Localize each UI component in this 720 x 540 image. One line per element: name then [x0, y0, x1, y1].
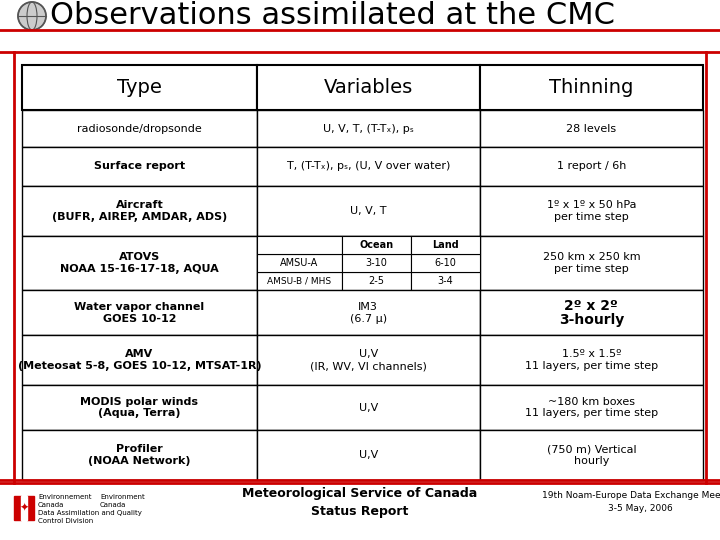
Text: U,V: U,V [359, 403, 378, 413]
Text: Water vapor channel
GOES 10-12: Water vapor channel GOES 10-12 [74, 302, 204, 323]
Bar [257, 335, 480, 385]
Text: 6-10: 6-10 [434, 258, 456, 268]
Bar [480, 65, 703, 110]
Bar [22, 335, 257, 385]
Text: AMSU-A: AMSU-A [280, 258, 318, 268]
Bar [257, 254, 341, 272]
Bar [257, 186, 480, 236]
Bar [480, 186, 703, 236]
Text: Type: Type [117, 78, 162, 97]
Text: Ocean: Ocean [359, 240, 393, 250]
Text: Surface report: Surface report [94, 161, 185, 172]
Bar [257, 236, 480, 291]
Bar [14, 496, 21, 520]
Text: Profiler
(NOAA Network): Profiler (NOAA Network) [89, 444, 191, 466]
Bar [257, 430, 480, 480]
Bar [480, 110, 703, 147]
Text: MODIS polar winds
(Aqua, Terra): MODIS polar winds (Aqua, Terra) [81, 397, 199, 418]
Text: IM3
(6.7 μ): IM3 (6.7 μ) [350, 302, 387, 323]
Bar [22, 291, 257, 335]
Text: U, V, T, (T-Tₓ), pₛ: U, V, T, (T-Tₓ), pₛ [323, 124, 414, 133]
Bar [257, 65, 480, 110]
Bar [341, 236, 410, 254]
Text: 1.5º x 1.5º
11 layers, per time step: 1.5º x 1.5º 11 layers, per time step [525, 349, 658, 371]
Text: Aircraft
(BUFR, AIREP, AMDAR, ADS): Aircraft (BUFR, AIREP, AMDAR, ADS) [52, 200, 227, 221]
Text: ✦: ✦ [19, 503, 29, 513]
Text: ~180 km boxes
11 layers, per time step: ~180 km boxes 11 layers, per time step [525, 397, 658, 418]
Text: 2-5: 2-5 [368, 276, 384, 286]
Bar [257, 385, 480, 430]
Bar [480, 291, 703, 335]
Bar [480, 147, 703, 186]
Text: 2º x 2º: 2º x 2º [564, 299, 618, 313]
Bar [341, 272, 410, 291]
Text: Meteorological Service of Canada
Status Report: Meteorological Service of Canada Status … [243, 487, 477, 517]
Text: AMV
(Meteosat 5-8, GOES 10-12, MTSAT-1R): AMV (Meteosat 5-8, GOES 10-12, MTSAT-1R) [18, 349, 261, 371]
Text: 250 km x 250 km
per time step: 250 km x 250 km per time step [542, 252, 640, 274]
Text: Land: Land [432, 240, 459, 250]
Bar [410, 272, 480, 291]
Text: Variables: Variables [324, 78, 413, 97]
Bar [410, 236, 480, 254]
Text: radiosonde/dropsonde: radiosonde/dropsonde [77, 124, 202, 133]
Text: 3-hourly: 3-hourly [559, 313, 624, 327]
Text: AMSU-B / MHS: AMSU-B / MHS [267, 276, 331, 286]
Text: U,V: U,V [359, 450, 378, 460]
Text: Environnement
Canada
Data Assimilation and Quality
Control Division: Environnement Canada Data Assimilation a… [38, 494, 142, 524]
Text: Environment
Canada: Environment Canada [100, 494, 145, 508]
Bar [410, 254, 480, 272]
Text: 1º x 1º x 50 hPa
per time step: 1º x 1º x 50 hPa per time step [546, 200, 636, 221]
Text: 3-10: 3-10 [365, 258, 387, 268]
Bar [21, 496, 27, 520]
Bar [341, 254, 410, 272]
Bar [22, 385, 257, 430]
Bar [22, 65, 257, 110]
Bar [480, 236, 703, 291]
Bar [22, 236, 257, 291]
Text: Thinning: Thinning [549, 78, 634, 97]
Bar [257, 236, 341, 254]
Bar [22, 430, 257, 480]
Bar [22, 110, 257, 147]
Bar [14, 488, 34, 526]
Bar [257, 291, 480, 335]
Text: Observations assimilated at the CMC: Observations assimilated at the CMC [50, 2, 615, 30]
Bar [257, 272, 341, 291]
Text: (750 m) Vertical
hourly: (750 m) Vertical hourly [546, 444, 636, 466]
Bar [257, 147, 480, 186]
Circle shape [18, 2, 46, 30]
Text: 19th Noam-Europe Data Exchange Meeting
3-5 May, 2006: 19th Noam-Europe Data Exchange Meeting 3… [542, 491, 720, 513]
Text: U,V
(IR, WV, VI channels): U,V (IR, WV, VI channels) [310, 349, 427, 371]
Text: T, (T-Tₓ), pₛ, (U, V over water): T, (T-Tₓ), pₛ, (U, V over water) [287, 161, 450, 172]
Bar [480, 335, 703, 385]
Bar [480, 430, 703, 480]
Text: 1 report / 6h: 1 report / 6h [557, 161, 626, 172]
Bar [22, 186, 257, 236]
Bar [480, 385, 703, 430]
Text: 28 levels: 28 levels [566, 124, 616, 133]
Text: 3-4: 3-4 [437, 276, 453, 286]
Bar [257, 110, 480, 147]
Text: ATOVS
NOAA 15-16-17-18, AQUA: ATOVS NOAA 15-16-17-18, AQUA [60, 252, 219, 274]
Bar [22, 147, 257, 186]
Text: U, V, T: U, V, T [350, 206, 387, 216]
Bar [27, 496, 34, 520]
